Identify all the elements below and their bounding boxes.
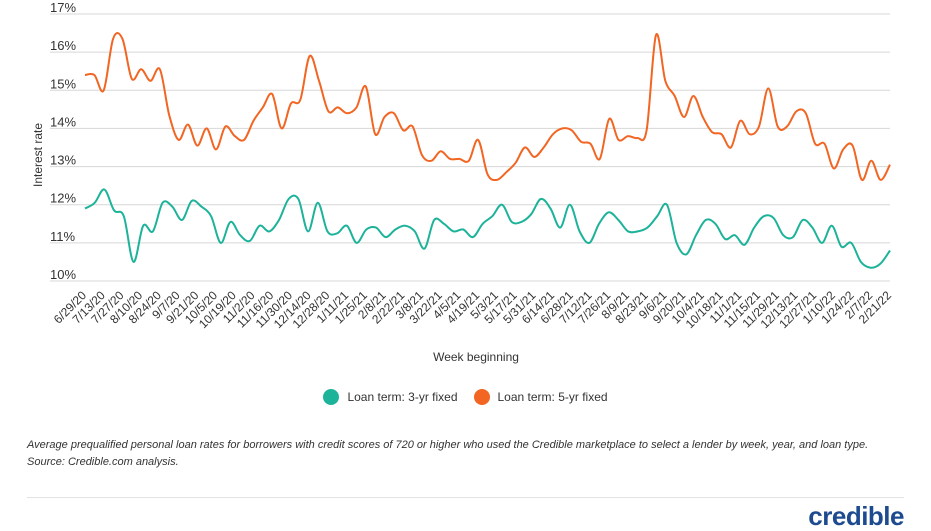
legend-swatch-5yr [473, 389, 490, 405]
chart-legend: Loan term: 3-yr fixed Loan term: 5-yr fi… [0, 389, 931, 405]
series-line-5yr [84, 32, 891, 182]
y-tick-label: 14% [50, 114, 76, 129]
y-tick-label: 15% [50, 76, 76, 91]
y-axis-label: Interest rate [31, 123, 45, 187]
chart-caption: Average prequalified personal loan rates… [27, 439, 869, 468]
legend-label-5yr: Loan term: 5-yr fixed [497, 390, 608, 404]
x-axis-ticks: 6/29/207/13/207/27/208/10/208/24/209/7/2… [51, 288, 894, 331]
y-tick-label: 16% [50, 38, 76, 53]
x-axis-label: Week beginning [433, 350, 519, 364]
y-tick-label: 10% [50, 267, 76, 282]
y-tick-label: 12% [50, 191, 76, 206]
series-lines [84, 32, 891, 269]
y-tick-label: 17% [50, 0, 76, 15]
legend-item-5yr[interactable]: Loan term: 5-yr fixed [473, 389, 608, 405]
line-chart: 10% 11% 12% 13% 14% 15% 16% 17% 6/29/207/13/207… [31, 0, 894, 364]
legend-label-3yr: Loan term: 3-yr fixed [347, 390, 458, 404]
credible-logo: credible [808, 501, 904, 531]
y-tick-label: 11% [50, 229, 75, 244]
y-axis-ticks: 10% 11% 12% 13% 14% 15% 16% 17% [50, 0, 76, 282]
legend-item-3yr[interactable]: Loan term: 3-yr fixed [323, 389, 458, 405]
series-line-3yr [84, 188, 891, 269]
y-tick-label: 13% [50, 153, 76, 168]
legend-swatch-3yr [323, 389, 340, 405]
gridlines [50, 13, 890, 282]
footer-divider [27, 497, 904, 498]
